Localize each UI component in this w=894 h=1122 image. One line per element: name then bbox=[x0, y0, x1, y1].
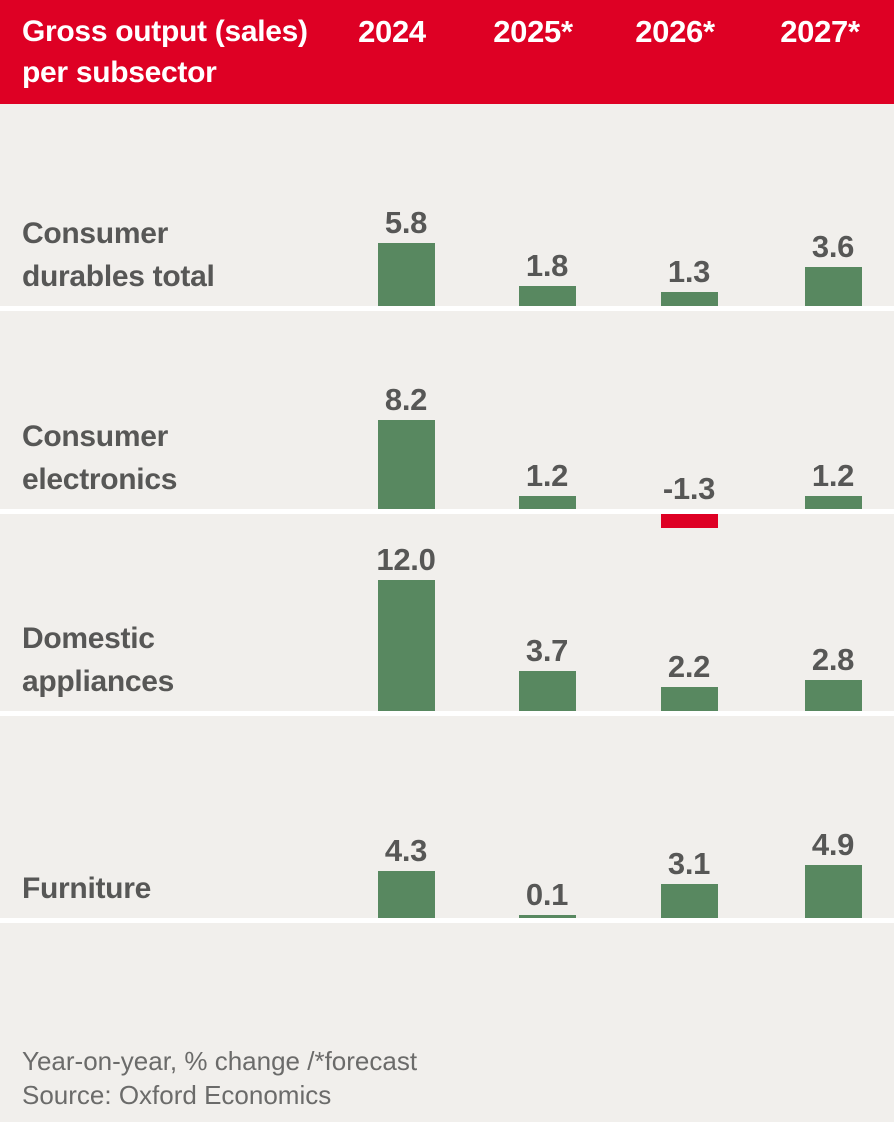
column-header-2026f: 2026* bbox=[635, 14, 715, 49]
value-label: 4.3 bbox=[384, 833, 428, 868]
row-separator bbox=[0, 306, 894, 311]
bar bbox=[518, 286, 576, 306]
value-label: 4.9 bbox=[811, 827, 855, 862]
row-label-domestic-appliances: Domestic appliances bbox=[22, 622, 175, 698]
value-label: -1.3 bbox=[662, 471, 716, 506]
bar bbox=[660, 292, 718, 306]
bar bbox=[518, 496, 576, 509]
chart-title-line2: per subsector bbox=[22, 56, 217, 89]
value-label: 1.8 bbox=[525, 248, 569, 283]
column-header-2025f: 2025* bbox=[493, 14, 573, 49]
value-label: 3.7 bbox=[525, 633, 569, 668]
bar bbox=[660, 884, 718, 918]
row-separator bbox=[0, 918, 894, 923]
bar bbox=[377, 420, 435, 509]
value-label: 5.8 bbox=[384, 205, 428, 240]
bar bbox=[804, 865, 862, 918]
chart-header: Gross output (sales) per subsector 2024 … bbox=[0, 0, 894, 104]
value-label: 3.6 bbox=[811, 229, 855, 264]
value-label: 2.8 bbox=[811, 642, 855, 677]
value-label: 0.1 bbox=[525, 877, 569, 912]
value-label: 8.2 bbox=[384, 382, 428, 417]
bar bbox=[660, 687, 718, 711]
row-separator bbox=[0, 509, 894, 514]
value-label: 1.2 bbox=[525, 458, 569, 493]
value-label: 1.2 bbox=[811, 458, 855, 493]
column-header-2027f: 2027* bbox=[780, 14, 860, 49]
value-label: 1.3 bbox=[667, 254, 711, 289]
bar bbox=[518, 915, 576, 918]
value-label: 2.2 bbox=[667, 649, 711, 684]
bar bbox=[518, 671, 576, 711]
bar-negative bbox=[660, 514, 718, 528]
footnote-source: Source: Oxford Economics bbox=[22, 1080, 332, 1110]
row-label-furniture: Furniture bbox=[22, 872, 151, 905]
footnotes: Year-on-year, % change /*forecast Source… bbox=[22, 1044, 417, 1112]
value-label: 12.0 bbox=[376, 542, 436, 577]
row-label-consumer-electronics: Consumer electronics bbox=[22, 420, 178, 496]
column-header-2024: 2024 bbox=[358, 14, 426, 49]
bar bbox=[804, 680, 862, 711]
chart-title-line1: Gross output (sales) bbox=[22, 15, 308, 48]
footnote-unit: Year-on-year, % change /*forecast bbox=[22, 1046, 418, 1076]
bar bbox=[377, 871, 435, 918]
bar bbox=[804, 267, 862, 306]
row-label-consumer-durables-total: Consumer durables total bbox=[22, 217, 215, 293]
value-label: 3.1 bbox=[667, 846, 711, 881]
row-separator bbox=[0, 711, 894, 716]
bar bbox=[804, 496, 862, 509]
bar bbox=[377, 243, 435, 306]
chart-title: Gross output (sales) per subsector bbox=[22, 11, 308, 93]
bar bbox=[377, 580, 435, 711]
